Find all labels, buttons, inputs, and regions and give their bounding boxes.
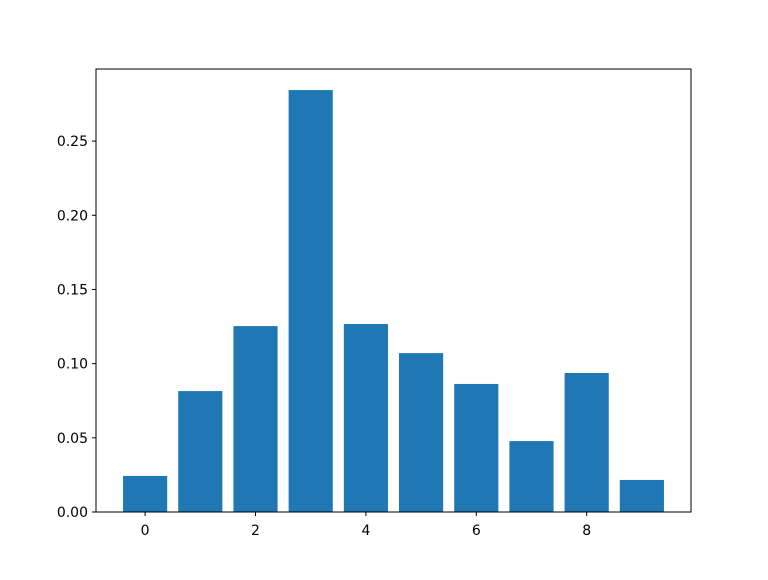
bar-9 — [619, 479, 664, 512]
bar-3 — [288, 90, 333, 512]
x-axis: 0 2 4 6 8 — [141, 512, 591, 539]
y-tick-label: 0.25 — [57, 134, 88, 150]
y-tick-label: 0.00 — [57, 505, 88, 521]
y-axis: 0.00 0.05 0.10 0.15 0.20 0.25 — [57, 134, 96, 521]
y-tick-label: 0.15 — [57, 282, 88, 298]
x-tick-label: 4 — [361, 523, 370, 539]
y-tick-label: 0.10 — [57, 357, 88, 373]
bar-4 — [343, 324, 388, 512]
bar-5 — [399, 353, 444, 512]
bar-2 — [233, 326, 278, 512]
x-tick-label: 6 — [472, 523, 481, 539]
bars — [123, 90, 664, 512]
axes-frame — [95, 68, 692, 513]
bar-8 — [564, 372, 609, 512]
y-tick-label: 0.20 — [57, 208, 88, 224]
bar-7 — [509, 441, 554, 512]
x-tick-label: 8 — [582, 523, 591, 539]
y-tick-label: 0.05 — [57, 431, 88, 447]
bar-6 — [454, 383, 499, 512]
bar-0 — [123, 475, 168, 512]
x-tick-label: 2 — [251, 523, 260, 539]
bar-1 — [178, 391, 223, 512]
x-tick-label: 0 — [141, 523, 150, 539]
